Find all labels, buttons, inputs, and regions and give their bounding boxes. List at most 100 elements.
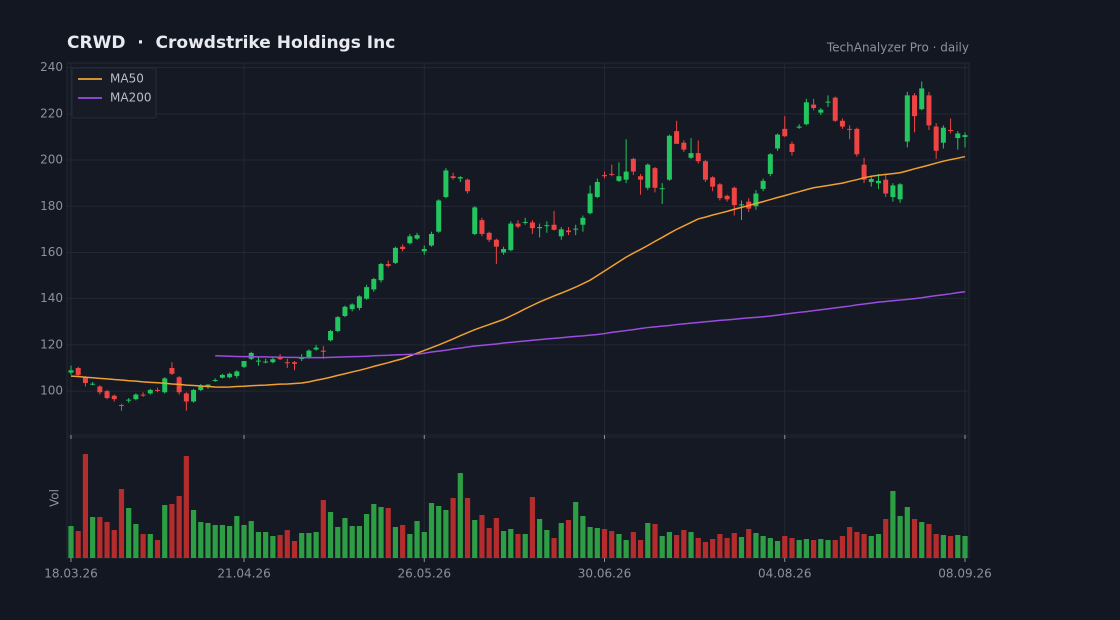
volume-bar: [219, 525, 226, 558]
candle-body: [948, 130, 954, 132]
volume-bar: [955, 535, 961, 558]
ma-lines: [70, 155, 966, 388]
volume-bar: [962, 536, 968, 558]
candle-body: [825, 101, 831, 103]
candle-body: [140, 394, 146, 396]
axes: 100 120 140 160 180 200 220 240 18.03.26 21.04.26…: [40, 60, 992, 580]
candle-body: [782, 128, 788, 137]
volume-bar: [227, 526, 233, 558]
y-tick-label: 140: [40, 291, 63, 305]
candle-body: [847, 128, 853, 130]
candle-body: [328, 331, 334, 341]
candle-body: [544, 225, 550, 227]
candle-body: [724, 195, 730, 200]
volume-bar: [443, 510, 449, 558]
volume-bar: [342, 518, 348, 558]
volume-bar: [169, 504, 175, 558]
volume-bar: [832, 540, 838, 558]
candle-body: [630, 158, 636, 172]
candle-body: [955, 133, 961, 139]
candle-body: [428, 233, 434, 246]
volume-bar: [291, 541, 298, 558]
candle-body: [392, 247, 398, 263]
volume-bar: [695, 538, 701, 558]
volume-bar: [883, 519, 889, 558]
candle-body: [349, 304, 355, 310]
volume-bar: [688, 532, 694, 558]
volume-bar: [565, 520, 572, 558]
volume-bar: [234, 516, 240, 558]
candle-body: [385, 264, 391, 266]
candle-body: [493, 239, 499, 247]
candle-body: [904, 95, 910, 142]
candle-body: [933, 126, 939, 151]
volume-bar: [356, 526, 362, 558]
volume-bar: [522, 534, 528, 558]
volume-bar: [450, 498, 456, 558]
volume-bar: [436, 506, 442, 558]
volume-bar: [926, 524, 932, 558]
candle-body: [522, 221, 528, 223]
volume-bar: [623, 540, 629, 558]
volume-bar: [551, 538, 557, 558]
candle-body: [861, 164, 867, 180]
x-tick-label: 21.04.26: [217, 567, 270, 581]
volume-bar: [710, 539, 716, 558]
candle-body: [594, 181, 600, 198]
volume-bar: [97, 517, 103, 558]
candle-body: [602, 175, 608, 177]
candle-body: [371, 279, 377, 290]
volume-bar: [428, 503, 435, 558]
volume-bar: [327, 512, 334, 558]
candle-body: [803, 102, 809, 125]
volume-bar: [500, 531, 507, 558]
candle-body: [839, 120, 845, 127]
candle-body: [739, 204, 744, 206]
candle-body: [529, 222, 535, 229]
candle-body: [796, 126, 802, 128]
volume-bar: [875, 534, 882, 558]
volume-bar: [796, 540, 802, 558]
volume-bar: [212, 525, 218, 558]
price-panel: [66, 62, 970, 436]
volume-bar: [601, 529, 608, 558]
candle-body: [710, 177, 716, 187]
y-tick-label: 200: [40, 153, 63, 167]
volume-bar: [904, 507, 910, 558]
candle-body: [623, 171, 629, 180]
volume-bar: [616, 534, 622, 558]
candle-body: [263, 361, 269, 363]
candle-body: [277, 357, 283, 360]
volume-bar: [248, 521, 254, 558]
volume-bar: [825, 540, 831, 558]
candle-body: [962, 135, 968, 137]
x-tick-label: 26.05.26: [398, 567, 451, 581]
candle-body: [609, 173, 615, 175]
volume-bar: [198, 522, 204, 558]
candle-body: [767, 154, 773, 174]
x-tick-label: 30.06.26: [578, 567, 631, 581]
candle-body: [666, 135, 672, 180]
volume-bar: [947, 536, 954, 558]
volume-bar: [746, 529, 752, 558]
volume-bar: [118, 489, 125, 558]
candle-body: [580, 217, 586, 225]
volume-bar: [126, 508, 132, 558]
legend-box: [71, 67, 157, 119]
candle-body: [335, 317, 341, 332]
candle-body: [479, 220, 485, 234]
candle-body: [652, 168, 658, 188]
volume-bar: [940, 535, 946, 558]
volume-bar: [666, 532, 673, 558]
volume-bar: [154, 540, 161, 558]
volume-bars: [68, 454, 968, 558]
candle-body: [450, 176, 456, 179]
y-tick-label: 220: [40, 106, 63, 120]
volume-bar: [162, 505, 168, 558]
volume-bar: [674, 535, 680, 558]
volume-bar: [854, 532, 860, 558]
volume-bar: [760, 536, 766, 558]
candle-body: [897, 184, 903, 200]
candle-body: [133, 394, 139, 400]
candle-body: [97, 386, 103, 393]
